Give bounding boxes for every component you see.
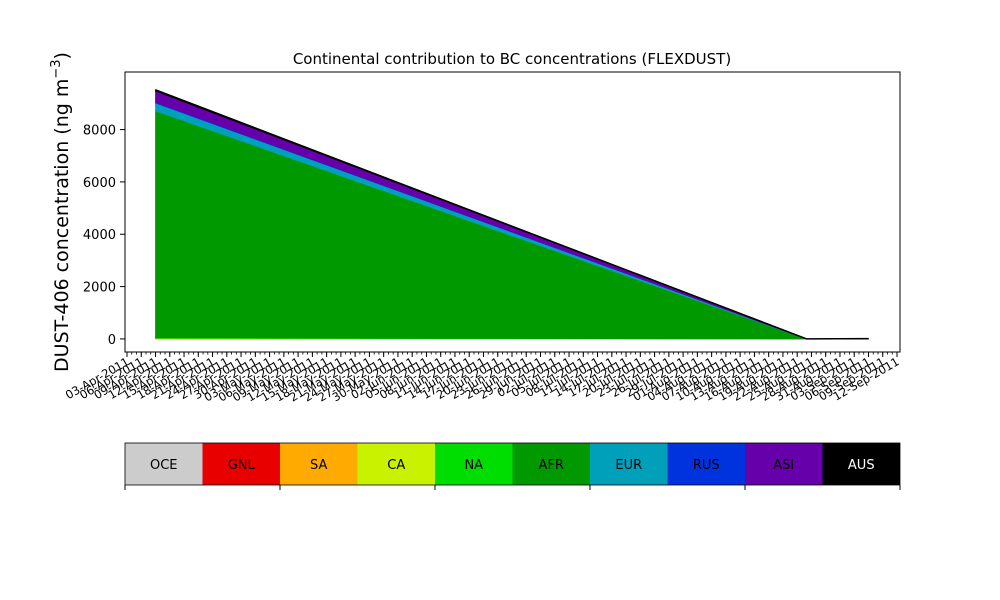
legend-label-rus: RUS (693, 458, 720, 473)
legend-swatch-rus (667, 443, 745, 485)
legend-label-aus: AUS (848, 458, 875, 473)
legend-swatch-sa (280, 443, 358, 485)
legend-swatch-gnl (202, 443, 280, 485)
legend-frame (124, 442, 901, 486)
y-tick-label: 4000 (83, 228, 116, 243)
y-axis: 0 2000 4000 6000 8000 (83, 124, 125, 348)
legend-swatch-oce (125, 443, 203, 485)
area-top-outline (155, 89, 869, 340)
legend-label-asi: ASI (773, 458, 794, 473)
y-axis-label-main: DUST-406 concentration (ng m (51, 79, 73, 372)
chart-title: Continental contribution to BC concentra… (293, 50, 731, 68)
legend-swatch-na (435, 443, 513, 485)
legend-label-oce: OCE (150, 458, 178, 473)
y-tick-label: 8000 (83, 124, 116, 139)
legend-swatch-eur (590, 443, 668, 485)
legend-label-na: NA (464, 458, 483, 473)
plot-area (124, 71, 901, 353)
y-tick-label: 6000 (83, 176, 116, 191)
y-axis-label: DUST-406 concentration (ng m−3) (49, 52, 73, 372)
legend-label-gnl: GNL (228, 458, 256, 473)
y-axis-label-close: ) (51, 52, 73, 59)
legend-label-sa: SA (310, 458, 327, 473)
stacked-areas (155, 89, 869, 340)
legend-swatch-aus (822, 443, 900, 485)
legend-swatch-asi (745, 443, 823, 485)
legend-swatch-ca (357, 443, 435, 485)
legend-swatch-afr (512, 443, 590, 485)
y-axis-label-exponent: −3 (49, 59, 64, 78)
y-tick-label: 2000 (83, 281, 116, 296)
y-tick-label: 0 (108, 333, 116, 348)
legend-label-ca: CA (387, 458, 405, 473)
x-axis: 03-Apr-201106-Apr-201109-Apr-201112-Apr-… (63, 352, 902, 404)
legend-label-afr: AFR (539, 458, 564, 473)
legend-colorbar: OCE GNL SA CA NA AFR EUR RUS ASI AUS (124, 442, 901, 490)
legend-label-eur: EUR (615, 458, 642, 473)
